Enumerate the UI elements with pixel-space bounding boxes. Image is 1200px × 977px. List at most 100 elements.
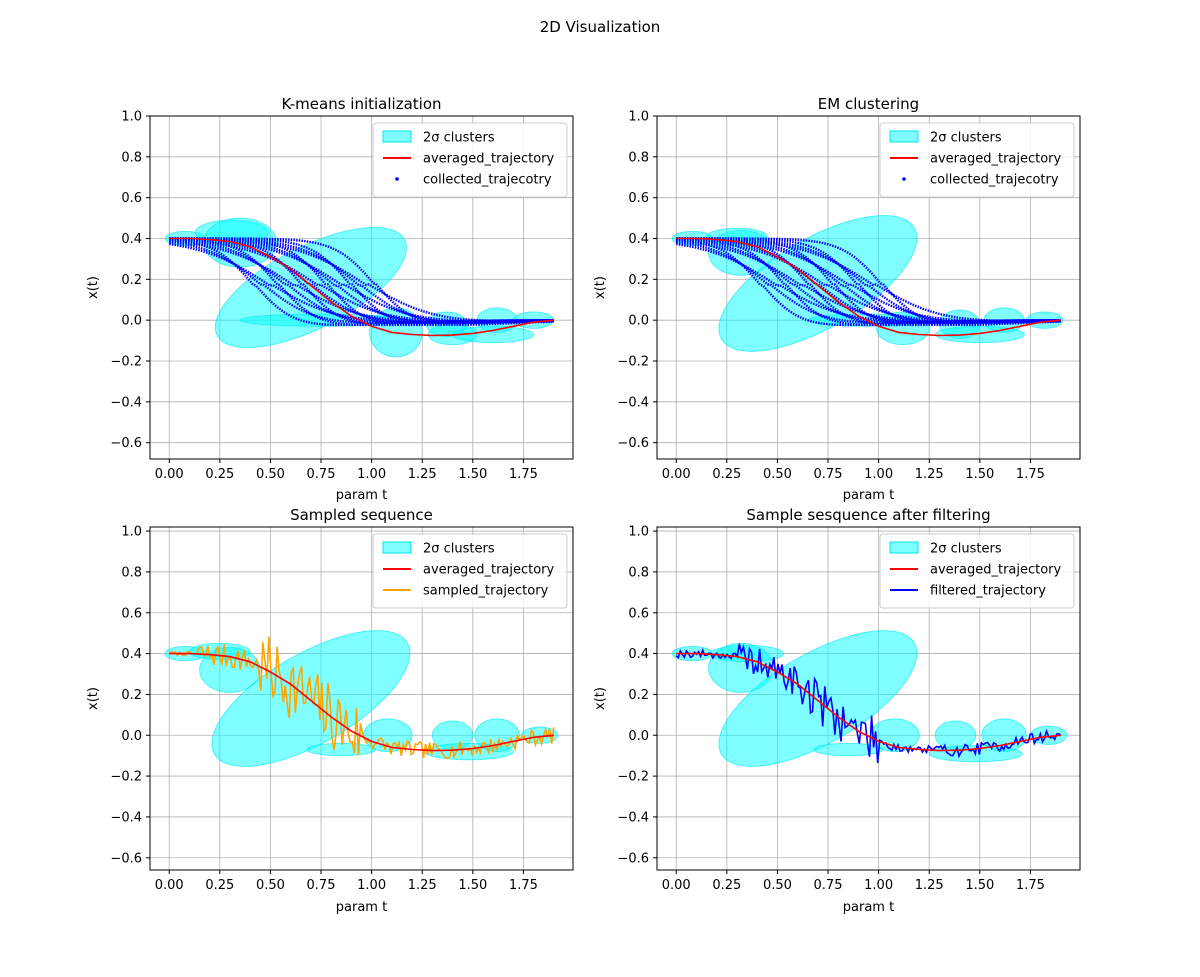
y-axis-label: x(t): [593, 687, 608, 710]
x-axis-ticks: 0.00 0.25 0.50 0.75 1.00 1.25 1.50 1.75: [662, 459, 1045, 482]
x-tick-label: 0.00: [662, 878, 691, 893]
collected-trajectory-curve: [676, 237, 1061, 327]
y-tick-label: 0.4: [628, 647, 649, 662]
y-axis-ticks: −0.6 −0.4 −0.2 0.0 0.2 0.4 0.6 0.8 1.0: [110, 110, 150, 451]
x-tick-label: 1.25: [408, 878, 437, 893]
collected-trajectory-curve: [169, 237, 554, 327]
averaged-trajectory-line: [169, 652, 554, 752]
x-tick-label: 1.50: [458, 467, 487, 482]
subplot-em: 0.00 0.25 0.50 0.75 1.00 1.25 1.50 1.75 −0.6 −0.4…: [593, 95, 1081, 503]
x-tick-label: 1.75: [509, 467, 538, 482]
legend-box: [879, 122, 1075, 198]
legend: 2σ clusters averaged_trajectory filtered_t…: [879, 533, 1075, 609]
collected-trajectory-series: [169, 237, 554, 327]
averaged-trajectory-line: [676, 237, 1061, 337]
x-tick-label: 1.25: [915, 467, 944, 482]
x-axis-label: param t: [843, 900, 894, 915]
y-tick-label: 0.2: [121, 688, 142, 703]
y-tick-label: 0.4: [121, 232, 142, 247]
x-tick-label: 0.25: [712, 878, 741, 893]
y-tick-label: −0.6: [110, 851, 142, 866]
cluster-ellipse: [813, 742, 884, 757]
x-tick-label: 1.00: [357, 878, 386, 893]
x-axis-label: param t: [843, 488, 894, 503]
collected-trajectory-curve: [676, 237, 1061, 323]
y-axis-ticks: −0.6 −0.4 −0.2 0.0 0.2 0.4 0.6 0.8 1.0: [617, 110, 657, 451]
legend: 2σ clusters averaged_trajectory collected_…: [372, 122, 568, 198]
legend-swatch-point: [902, 177, 906, 181]
x-tick-label: 1.25: [915, 878, 944, 893]
plot-content: [671, 630, 1068, 767]
y-axis-label: x(t): [86, 276, 101, 299]
legend-box: [879, 533, 1075, 609]
y-tick-label: 0.2: [121, 273, 142, 288]
y-tick-label: 0.0: [121, 314, 142, 329]
legend-label: averaged_trajectory: [930, 152, 1062, 167]
collected-trajectory-curve: [676, 240, 1061, 325]
x-tick-label: 0.25: [205, 878, 234, 893]
x-tick-label: 1.75: [1016, 467, 1045, 482]
x-tick-label: 1.00: [864, 878, 893, 893]
x-tick-label: 1.25: [408, 467, 437, 482]
plot-frame: [149, 526, 574, 871]
collected-trajectory-curve: [169, 242, 554, 323]
y-tick-label: 1.0: [121, 110, 142, 125]
x-tick-label: 1.50: [458, 878, 487, 893]
y-tick-label: −0.6: [110, 436, 142, 451]
cluster-ellipse: [306, 742, 377, 757]
averaged-trajectory-line: [676, 652, 1061, 752]
y-tick-label: 1.0: [121, 525, 142, 540]
y-tick-label: −0.2: [617, 355, 649, 370]
y-axis-label: x(t): [86, 687, 101, 710]
y-axis-label: x(t): [593, 276, 608, 299]
y-tick-label: 0.0: [121, 729, 142, 744]
legend-swatch-clusters: [889, 130, 919, 143]
subplot-title: Sampled sequence: [290, 506, 433, 524]
y-tick-label: 0.8: [121, 565, 142, 580]
subplot-title: EM clustering: [818, 95, 919, 113]
legend-label: 2σ clusters: [423, 542, 495, 557]
legend-swatch-clusters: [382, 130, 412, 143]
legend-box: [372, 533, 568, 609]
x-tick-label: 0.00: [662, 467, 691, 482]
x-tick-label: 0.50: [256, 878, 285, 893]
legend-label: averaged_trajectory: [930, 563, 1062, 578]
x-axis-label: param t: [336, 900, 387, 915]
legend-label: averaged_trajectory: [423, 563, 555, 578]
x-tick-label: 0.75: [814, 467, 843, 482]
collected-trajectory-curve: [169, 240, 554, 325]
y-axis-ticks: −0.6 −0.4 −0.2 0.0 0.2 0.4 0.6 0.8 1.0: [617, 525, 657, 866]
y-tick-label: 0.2: [628, 273, 649, 288]
legend: 2σ clusters averaged_trajectory sampled_tr…: [372, 533, 568, 609]
legend-label: 2σ clusters: [930, 131, 1002, 146]
legend-swatch-point: [395, 177, 399, 181]
averaged-trajectory-line: [169, 237, 554, 337]
legend-swatch-clusters: [382, 541, 412, 554]
y-tick-label: 0.6: [628, 606, 649, 621]
plot-frame: [656, 115, 1081, 460]
x-tick-label: 0.25: [712, 467, 741, 482]
x-tick-label: 0.75: [307, 878, 336, 893]
legend-box: [372, 122, 568, 198]
legend-label: 2σ clusters: [423, 131, 495, 146]
legend-label: filtered_trajectory: [930, 584, 1046, 599]
y-tick-label: −0.2: [110, 770, 142, 785]
legend-label: collected_trajecotry: [930, 173, 1059, 188]
x-tick-label: 0.50: [763, 467, 792, 482]
x-tick-label: 0.00: [155, 467, 184, 482]
y-tick-label: 0.2: [628, 688, 649, 703]
plot-content: [164, 630, 559, 767]
cluster-ellipse: [474, 718, 520, 753]
y-tick-label: −0.2: [110, 355, 142, 370]
x-tick-label: 0.00: [155, 878, 184, 893]
collected-trajectory-curve: [676, 242, 1061, 323]
legend-label: sampled_trajectory: [423, 584, 549, 599]
y-axis-ticks: −0.6 −0.4 −0.2 0.0 0.2 0.4 0.6 0.8 1.0: [110, 525, 150, 866]
x-axis-ticks: 0.00 0.25 0.50 0.75 1.00 1.25 1.50 1.75: [155, 870, 538, 893]
plot-frame: [656, 526, 1081, 871]
y-tick-label: 0.6: [121, 191, 142, 206]
x-tick-label: 1.00: [357, 467, 386, 482]
x-axis-ticks: 0.00 0.25 0.50 0.75 1.00 1.25 1.50 1.75: [155, 459, 538, 482]
y-tick-label: 0.0: [628, 729, 649, 744]
x-tick-label: 0.75: [307, 467, 336, 482]
